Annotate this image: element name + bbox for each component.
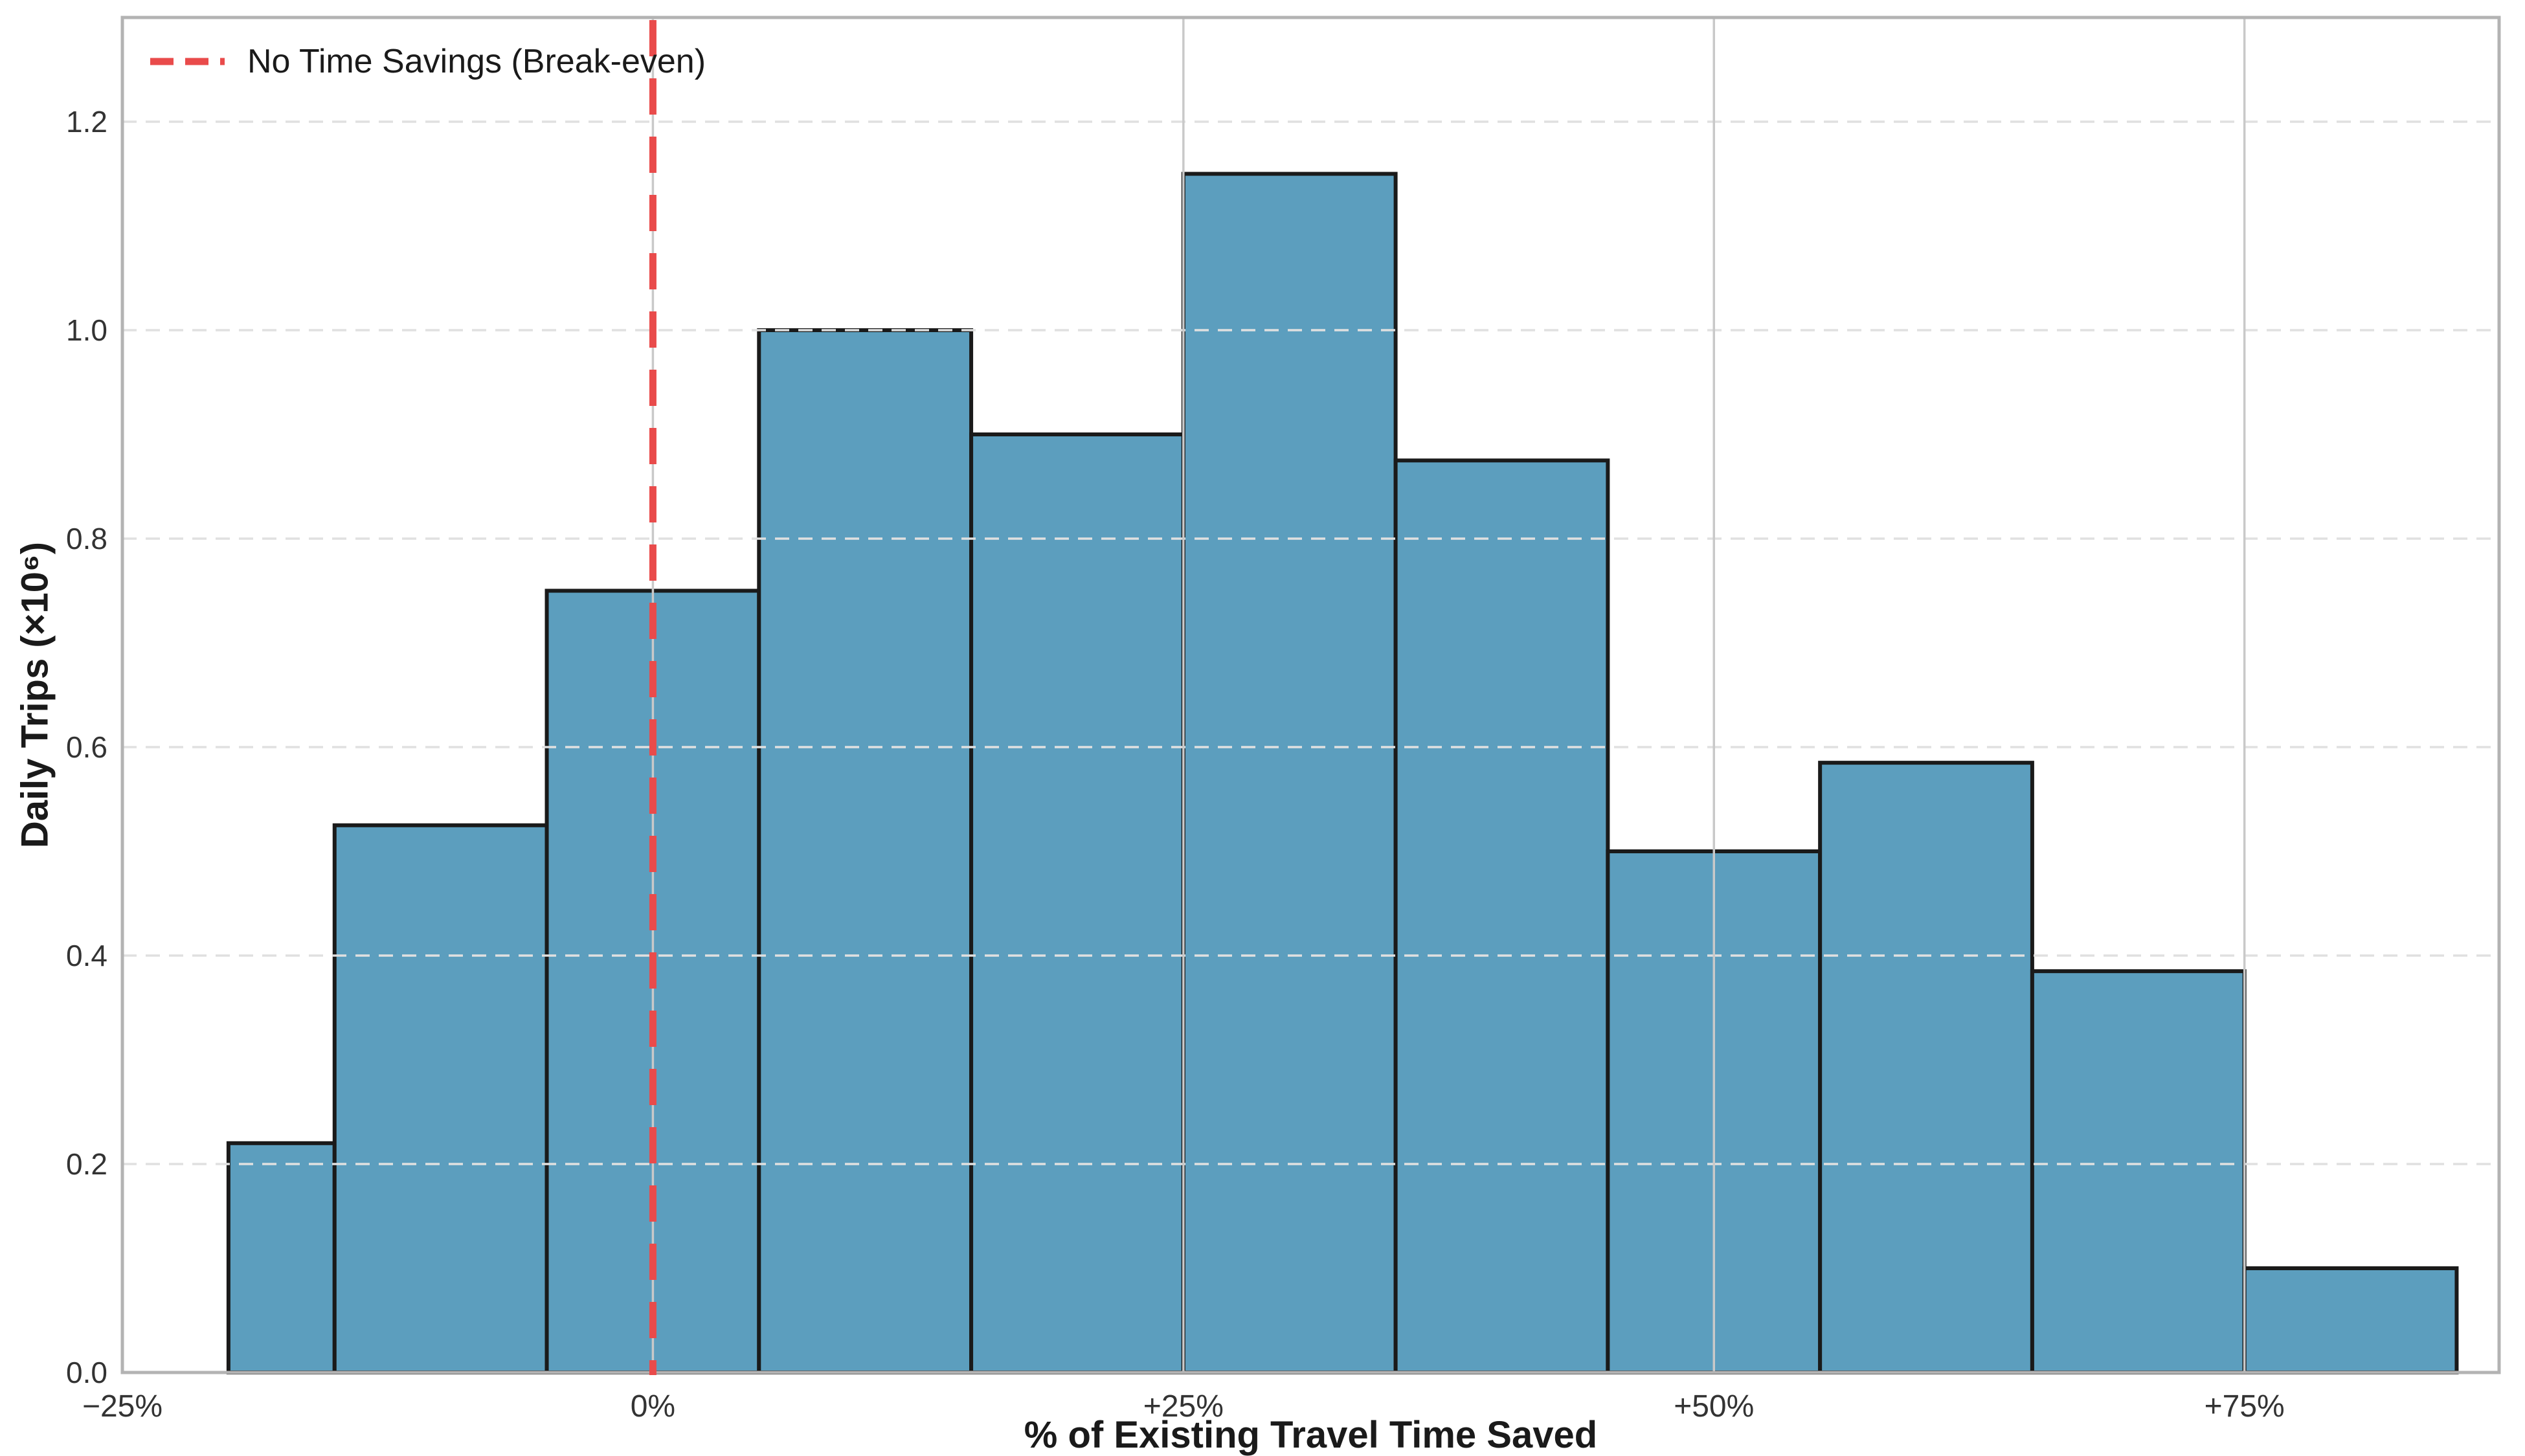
x-tick-label: +25% — [1143, 1389, 1224, 1424]
histogram-bar — [969, 432, 1185, 1374]
y-tick-label: 1.2 — [66, 105, 107, 139]
x-tick-label: 0% — [631, 1389, 675, 1424]
histogram-bar — [1181, 172, 1398, 1374]
y-tick-label: 1.0 — [66, 313, 107, 347]
y-tick-label: 0.0 — [66, 1356, 107, 1389]
x-tick-label: +75% — [2205, 1389, 2285, 1424]
x-axis-title: % of Existing Travel Time Saved — [1024, 1414, 1597, 1456]
legend: No Time Savings (Break-even) — [150, 43, 706, 80]
histogram-bar — [2030, 969, 2247, 1374]
axes-frame — [120, 16, 2501, 1374]
legend-label: No Time Savings (Break-even) — [247, 43, 706, 80]
y-tick-label: 0.4 — [66, 939, 107, 972]
histogram-bar — [2242, 1266, 2459, 1374]
histogram-bar — [332, 823, 549, 1374]
y-axis-title: Daily Trips (×10⁶) — [14, 542, 56, 848]
y-tick-label: 0.6 — [66, 730, 107, 764]
histogram-bar — [226, 1141, 337, 1375]
y-tick-label: 0.2 — [66, 1147, 107, 1181]
x-tick-label: −25% — [82, 1389, 163, 1424]
y-tick-label: 0.8 — [66, 522, 107, 555]
histogram-bar — [1818, 761, 2034, 1374]
histogram-bar — [1393, 458, 1610, 1374]
x-tick-label: +50% — [1674, 1389, 1754, 1424]
histogram-bar — [757, 328, 974, 1374]
